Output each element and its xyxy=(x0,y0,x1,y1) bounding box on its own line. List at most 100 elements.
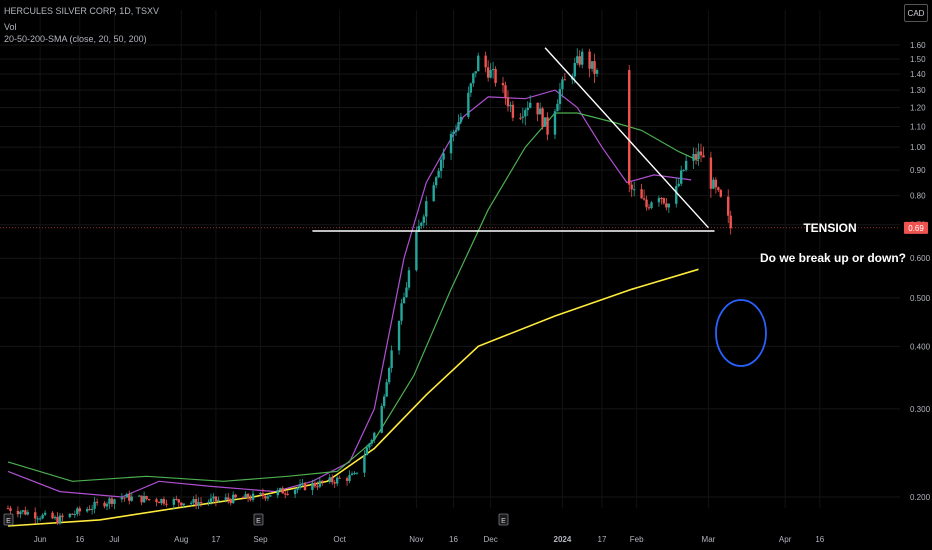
candle-body xyxy=(328,477,331,483)
candle-body xyxy=(76,508,79,515)
candle-body xyxy=(61,515,64,518)
candle-body xyxy=(434,177,438,186)
candle-body xyxy=(501,83,505,86)
candle-body xyxy=(110,498,114,504)
candle-body xyxy=(38,518,42,520)
sma-indicator-label[interactable]: 20-50-200-SMA (close, 20, 50, 200) xyxy=(4,34,147,44)
x-tick-label: 16 xyxy=(815,535,824,544)
candle-body xyxy=(702,155,705,158)
candle-body xyxy=(632,189,636,191)
candle-body xyxy=(578,56,581,65)
candle-body xyxy=(301,483,304,485)
volume-label[interactable]: Vol xyxy=(4,22,17,32)
candle-body xyxy=(472,73,475,84)
candle-body xyxy=(34,512,37,519)
candle-body xyxy=(684,160,688,170)
candle-body xyxy=(680,170,683,184)
candle-body xyxy=(246,493,250,499)
y-tick-label: 0.90 xyxy=(910,166,926,175)
candle-body xyxy=(714,179,718,188)
candle-body xyxy=(543,117,547,127)
candle-body xyxy=(454,130,458,132)
candle-body xyxy=(293,489,297,495)
x-tick-label: Aug xyxy=(174,535,188,544)
candle-body xyxy=(529,102,532,108)
candle-body xyxy=(128,494,131,501)
candle-body xyxy=(249,498,252,500)
candle-body xyxy=(546,117,549,135)
candle-body xyxy=(51,512,54,519)
candle-body xyxy=(521,116,524,118)
candle-body xyxy=(321,480,324,483)
candle-body xyxy=(385,382,388,397)
candle-body xyxy=(338,477,341,479)
candle-body xyxy=(449,133,453,154)
candle-body xyxy=(595,70,599,74)
currency-badge[interactable]: CAD xyxy=(904,4,928,22)
candle-body xyxy=(90,508,94,510)
earnings-marker xyxy=(498,513,509,526)
candle-body xyxy=(212,496,215,499)
candle-body xyxy=(241,497,245,499)
candle-body xyxy=(541,108,544,127)
candle-body xyxy=(494,68,497,84)
candle-body xyxy=(19,511,22,515)
candle-body xyxy=(368,443,371,448)
candle-body xyxy=(335,477,339,484)
candle-body xyxy=(286,493,289,495)
candle-body xyxy=(727,196,730,216)
candle-body xyxy=(123,497,126,499)
candle-body xyxy=(353,472,356,474)
candle-body xyxy=(642,198,646,200)
candle-body xyxy=(175,498,178,500)
candle-body xyxy=(108,498,111,504)
candle-body xyxy=(425,201,428,217)
candle-body xyxy=(182,503,185,506)
candle-body xyxy=(383,396,386,407)
candle-body xyxy=(155,499,158,503)
candle-body xyxy=(452,131,455,134)
candle-body xyxy=(489,70,492,78)
y-tick-label: 1.40 xyxy=(910,70,926,79)
candle-body xyxy=(71,513,74,515)
candle-body xyxy=(355,472,359,474)
candle-body xyxy=(576,56,579,63)
last-price-label: 0.69 xyxy=(908,224,924,233)
candle-body xyxy=(422,216,425,223)
candle-body xyxy=(165,503,168,505)
candle-body xyxy=(93,501,96,509)
candle-body xyxy=(420,222,423,226)
candle-body xyxy=(313,482,317,487)
highlight-circle xyxy=(715,299,767,367)
candle-body xyxy=(105,503,109,507)
candle-body xyxy=(6,508,10,510)
candle-body xyxy=(266,496,270,499)
candle-body xyxy=(189,502,193,504)
x-tick-label: 16 xyxy=(75,535,84,544)
last-price-badge xyxy=(904,221,928,234)
x-tick-label: Feb xyxy=(630,535,644,544)
candle-body xyxy=(437,170,440,178)
y-axis: 1.601.501.401.301.201.101.000.900.800.70… xyxy=(0,41,931,502)
candle-body xyxy=(261,493,265,497)
candle-body xyxy=(504,85,507,98)
candle-body xyxy=(68,513,72,518)
candle-body xyxy=(316,486,319,488)
annotation-question: Do we break up or down? xyxy=(760,251,906,265)
x-tick-label: Apr xyxy=(779,535,792,544)
candle-body xyxy=(180,502,183,506)
drawings xyxy=(312,47,767,367)
candle-body xyxy=(628,70,631,185)
candle-body xyxy=(259,493,262,495)
candle-body xyxy=(524,110,527,117)
candle-body xyxy=(630,184,633,190)
x-tick-label: Sep xyxy=(253,535,268,544)
candle-body xyxy=(474,71,477,74)
earnings-marker-label: E xyxy=(6,518,11,525)
candle-body xyxy=(558,89,562,104)
candle-body xyxy=(581,51,584,65)
candle-body xyxy=(363,455,366,473)
candle-body xyxy=(26,512,29,515)
y-tick-label: 0.600 xyxy=(910,254,931,263)
